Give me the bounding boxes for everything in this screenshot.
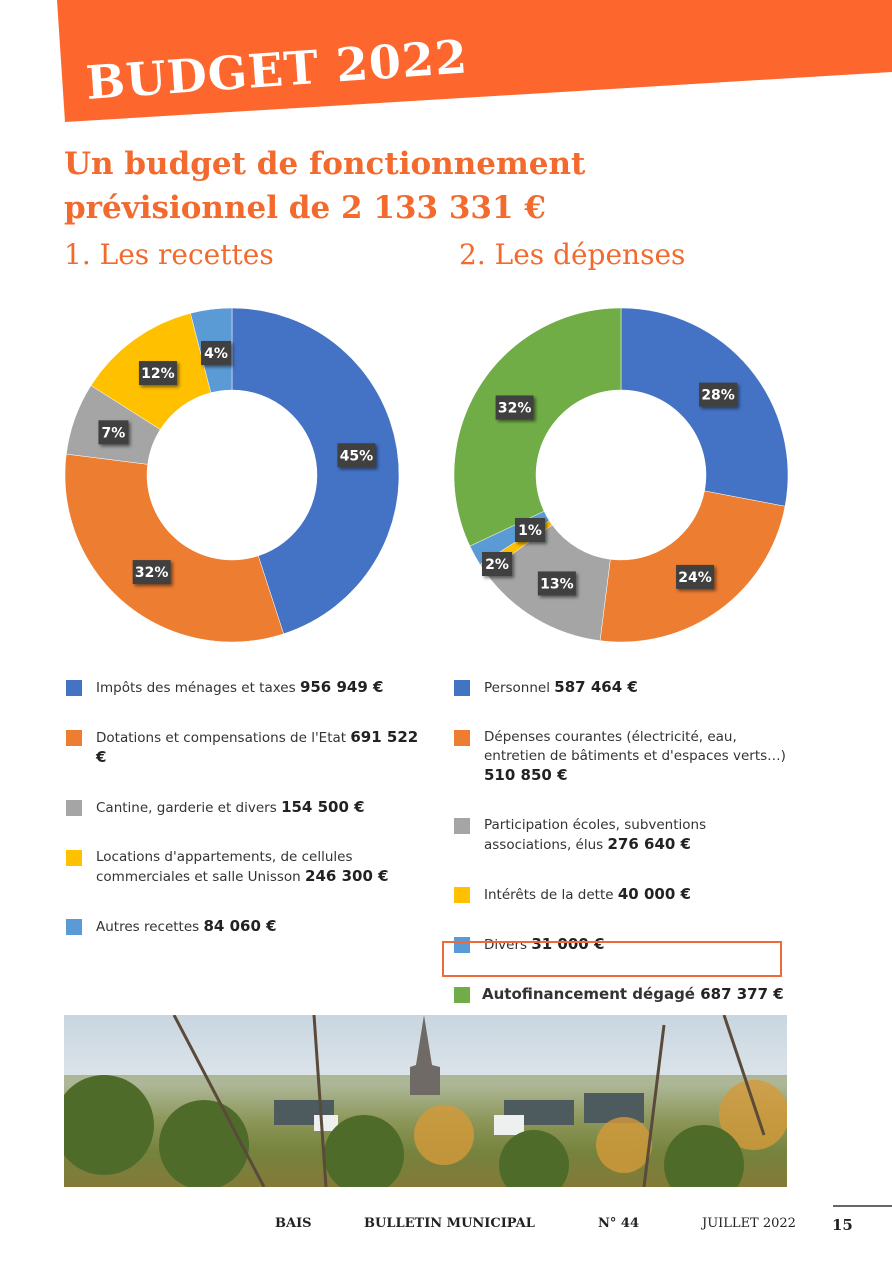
legend-swatch [454, 680, 470, 696]
footer-page-number: 15 [832, 1216, 853, 1234]
legend-amount: 687 377 € [700, 985, 784, 1003]
legend-item: Intérêts de la dette 40 000 € [454, 885, 794, 905]
subtitle-line: prévisionnel de 2 133 331 € [64, 190, 546, 226]
data-label-box [676, 564, 715, 589]
depenses-donut-chart: 28% 24% 13% 1% 2% 32% [453, 307, 789, 643]
legend-label: Locations d'appartements, de cellules co… [96, 849, 353, 885]
data-label: 7% [98, 420, 129, 445]
data-label-text: 32% [498, 400, 532, 416]
legend-recettes: Impôts des ménages et taxes 956 949 € Dot… [66, 678, 426, 937]
data-label-box [482, 552, 512, 576]
header-banner [57, 0, 892, 122]
legend-swatch [66, 850, 82, 866]
data-label: 45% [337, 443, 376, 468]
legend-label: Intérêts de la dette [484, 887, 618, 903]
footer-rule [833, 1205, 892, 1207]
data-label-text: 13% [540, 576, 574, 592]
legend-item: Dotations et compensations de l'Etat 691… [66, 728, 426, 768]
legend-item: Personnel 587 464 € [454, 678, 794, 698]
data-label-box [132, 560, 171, 585]
subtitle-line: Un budget de fonctionnement [64, 146, 586, 182]
legend-label: Participation écoles, subventions associ… [484, 817, 707, 853]
legend-amount: 40 000 € [617, 885, 691, 903]
legend-label: Dotations et compensations de l'Etat [96, 730, 351, 746]
data-label: 13% [537, 571, 576, 596]
legend-swatch [66, 680, 82, 696]
data-label: 32% [495, 395, 534, 420]
autofinancement-highlight-box [442, 941, 782, 977]
legend-amount: 276 640 € [607, 835, 691, 853]
data-label-text: 24% [678, 570, 712, 586]
legend-label: Cantine, garderie et divers [96, 800, 282, 816]
legend-amount: 691 522 € [96, 728, 419, 766]
data-label: 1% [515, 518, 545, 542]
donut-slice [64, 453, 284, 643]
section-recettes: 1. Les recettes [64, 238, 274, 271]
legend-swatch [66, 919, 82, 935]
legend-item: Participation écoles, subventions associ… [454, 816, 744, 855]
legend-item: Locations d'appartements, de cellules co… [66, 848, 396, 887]
data-label-box [98, 420, 129, 445]
data-label: 2% [482, 552, 512, 576]
legend-swatch [66, 730, 82, 746]
footer-issue: N° 44 [598, 1216, 639, 1231]
legend-amount: 587 464 € [554, 678, 638, 696]
legend-label: Autres recettes [96, 919, 204, 935]
data-label-box [495, 395, 534, 420]
subtitle: Un budget de fonctionnement prévisionnel… [64, 142, 585, 230]
recettes-donut-chart: 45% 32% 7% 12% 4% [64, 307, 400, 643]
data-label-box [337, 443, 376, 468]
data-label: 32% [132, 560, 171, 585]
legend-label: Dépenses courantes (électricité, eau, en… [484, 729, 786, 764]
legend-amount: 154 500 € [281, 798, 365, 816]
footer-date: JUILLET 2022 [702, 1216, 796, 1231]
legend-depenses: Personnel 587 464 € Dépenses courantes (é… [454, 678, 794, 1004]
footer-town: BAIS [275, 1216, 312, 1231]
legend-label: Impôts des ménages et taxes [96, 680, 300, 696]
data-label: 24% [676, 564, 715, 589]
footer-publication: BULLETIN MUNICIPAL [364, 1216, 535, 1231]
data-label-text: 32% [135, 565, 169, 581]
legend-item: Autofinancement dégagé 687 377 € [454, 985, 794, 1004]
legend-amount: 510 850 € [484, 766, 568, 784]
donut-slice [620, 307, 789, 507]
data-label: 12% [138, 361, 177, 386]
legend-amount: 246 300 € [305, 867, 389, 885]
legend-swatch [454, 887, 470, 903]
data-label-box [515, 518, 545, 542]
legend-item: Autres recettes 84 060 € [66, 917, 426, 937]
data-label-box [201, 341, 231, 365]
data-label: 28% [699, 382, 738, 407]
legend-swatch [454, 730, 470, 746]
section-depenses: 2. Les dépenses [459, 238, 686, 271]
legend-item: Cantine, garderie et divers 154 500 € [66, 798, 426, 818]
legend-swatch [454, 818, 470, 834]
data-label-text: 45% [340, 448, 374, 464]
legend-amount: 956 949 € [299, 678, 384, 696]
data-label-text: 1% [518, 523, 542, 539]
data-label-box [699, 382, 738, 407]
legend-amount: 31 000 € [531, 935, 605, 953]
data-label-text: 2% [485, 557, 509, 573]
legend-item: Impôts des ménages et taxes 956 949 € [66, 678, 426, 698]
legend-item: Dépenses courantes (électricité, eau, en… [454, 728, 794, 786]
legend-label: Autofinancement dégagé [482, 985, 701, 1003]
data-label-box [537, 571, 576, 596]
data-label-text: 7% [102, 425, 126, 441]
data-label-text: 12% [141, 366, 175, 382]
legend-swatch [454, 987, 470, 1003]
village-photo [64, 1015, 787, 1187]
donut-slice [231, 307, 400, 635]
legend-amount: 84 060 € [203, 917, 277, 935]
data-label: 4% [201, 341, 231, 365]
data-label-box [138, 361, 177, 386]
data-label-text: 4% [204, 346, 228, 362]
donut-slice [453, 307, 622, 547]
legend-swatch [66, 800, 82, 816]
legend-label: Personnel [484, 680, 555, 696]
data-label-text: 28% [701, 388, 735, 404]
